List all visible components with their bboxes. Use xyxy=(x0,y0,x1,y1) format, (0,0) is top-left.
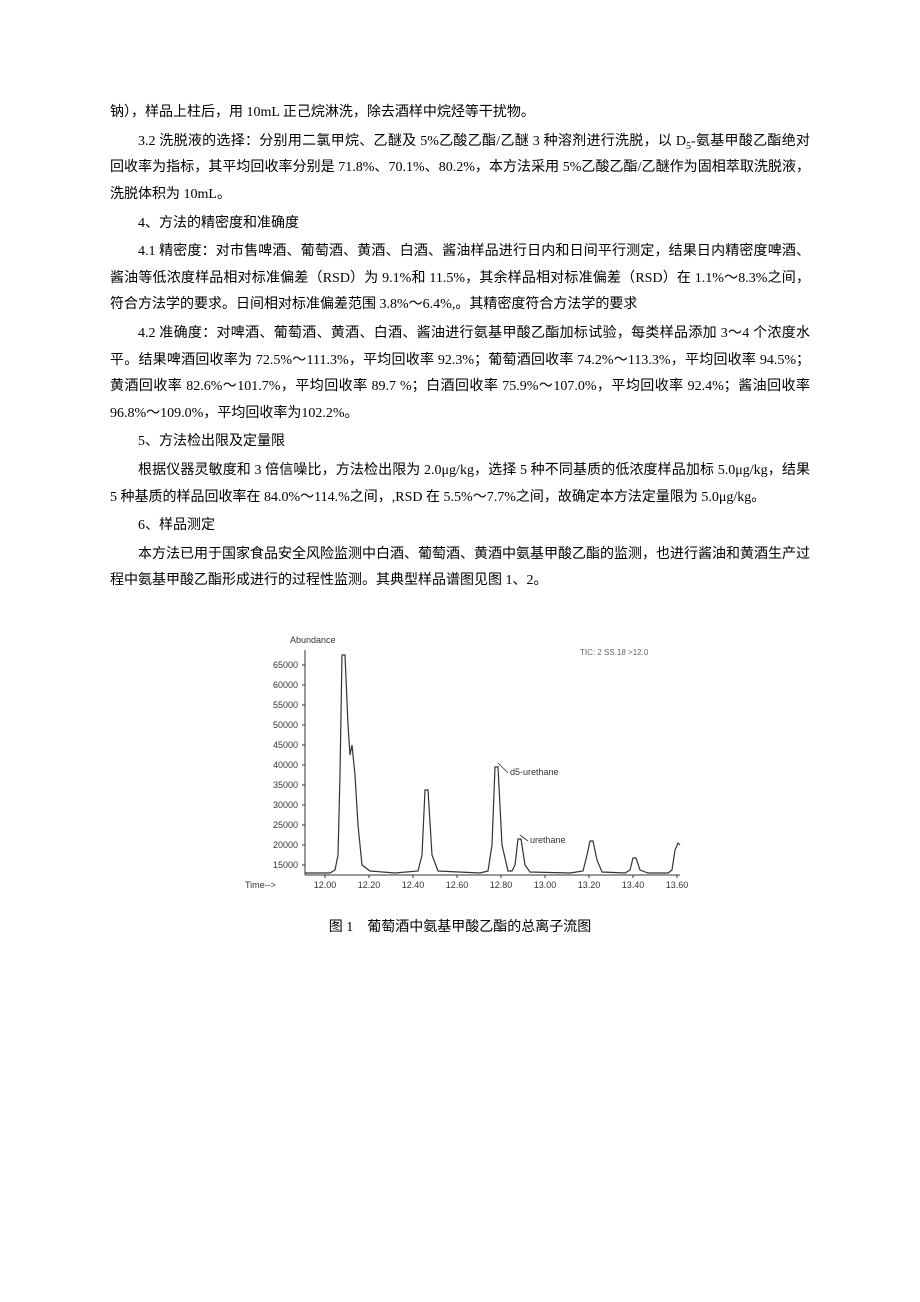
svg-text:50000: 50000 xyxy=(273,720,298,730)
d5-label-line xyxy=(498,763,508,773)
paragraph-1: 钠），样品上柱后，用 10mL 正己烷淋洗，除去酒样中烷烃等干扰物。 xyxy=(110,100,810,127)
svg-text:15000: 15000 xyxy=(273,860,298,870)
paragraph-3: 4、方法的精密度和准确度 xyxy=(110,211,810,238)
svg-text:13.40: 13.40 xyxy=(622,880,645,890)
top-right-label: TIC: 2 SS.18 >12.0 xyxy=(580,648,649,657)
svg-text:65000: 65000 xyxy=(273,660,298,670)
paragraph-6: 5、方法检出限及定量限 xyxy=(110,429,810,456)
svg-text:12.20: 12.20 xyxy=(358,880,381,890)
paragraph-7: 根据仪器灵敏度和 3 倍信噪比，方法检出限为 2.0μg/kg，选择 5 种不同… xyxy=(110,458,810,511)
svg-text:35000: 35000 xyxy=(273,780,298,790)
chart-svg: Abundance TIC: 2 SS.18 >12.0 15000 20000… xyxy=(230,625,690,905)
chromatogram-line xyxy=(305,655,680,873)
svg-text:13.20: 13.20 xyxy=(578,880,601,890)
x-ticks: 12.00 12.20 12.40 12.60 12.80 13.00 13.2… xyxy=(314,875,689,890)
x-axis-label: Time--> xyxy=(245,880,276,890)
figure-caption: 图 1 葡萄酒中氨基甲酸乙酯的总离子流图 xyxy=(110,915,810,942)
d5-urethane-label: d5-urethane xyxy=(510,767,559,777)
urethane-label: urethane xyxy=(530,835,566,845)
svg-text:60000: 60000 xyxy=(273,680,298,690)
svg-text:13.00: 13.00 xyxy=(534,880,557,890)
y-axis-label: Abundance xyxy=(290,635,336,645)
paragraph-2: 3.2 洗脱液的选择：分别用二氯甲烷、乙醚及 5%乙酸乙酯/乙醚 3 种溶剂进行… xyxy=(110,129,810,209)
y-ticks: 15000 20000 25000 30000 35000 40000 4500… xyxy=(273,660,305,870)
p2-pre: 3.2 洗脱液的选择：分别用二氯甲烷、乙醚及 5%乙酸乙酯/乙醚 3 种溶剂进行… xyxy=(138,134,686,149)
svg-text:45000: 45000 xyxy=(273,740,298,750)
svg-text:30000: 30000 xyxy=(273,800,298,810)
svg-text:40000: 40000 xyxy=(273,760,298,770)
paragraph-8: 6、样品测定 xyxy=(110,513,810,540)
paragraph-4: 4.1 精密度：对市售啤酒、葡萄酒、黄酒、白酒、酱油样品进行日内和日间平行测定，… xyxy=(110,239,810,319)
svg-text:12.40: 12.40 xyxy=(402,880,425,890)
svg-text:12.80: 12.80 xyxy=(490,880,513,890)
svg-text:25000: 25000 xyxy=(273,820,298,830)
paragraph-9: 本方法已用于国家食品安全风险监测中白酒、葡萄酒、黄酒中氨基甲酸乙酯的监测，也进行… xyxy=(110,542,810,595)
svg-text:12.00: 12.00 xyxy=(314,880,337,890)
svg-text:12.60: 12.60 xyxy=(446,880,469,890)
svg-text:55000: 55000 xyxy=(273,700,298,710)
svg-text:13.60: 13.60 xyxy=(666,880,689,890)
chromatogram-chart: Abundance TIC: 2 SS.18 >12.0 15000 20000… xyxy=(230,625,690,905)
svg-text:20000: 20000 xyxy=(273,840,298,850)
paragraph-5: 4.2 准确度：对啤酒、葡萄酒、黄酒、白酒、酱油进行氨基甲酸乙酯加标试验，每类样… xyxy=(110,321,810,427)
